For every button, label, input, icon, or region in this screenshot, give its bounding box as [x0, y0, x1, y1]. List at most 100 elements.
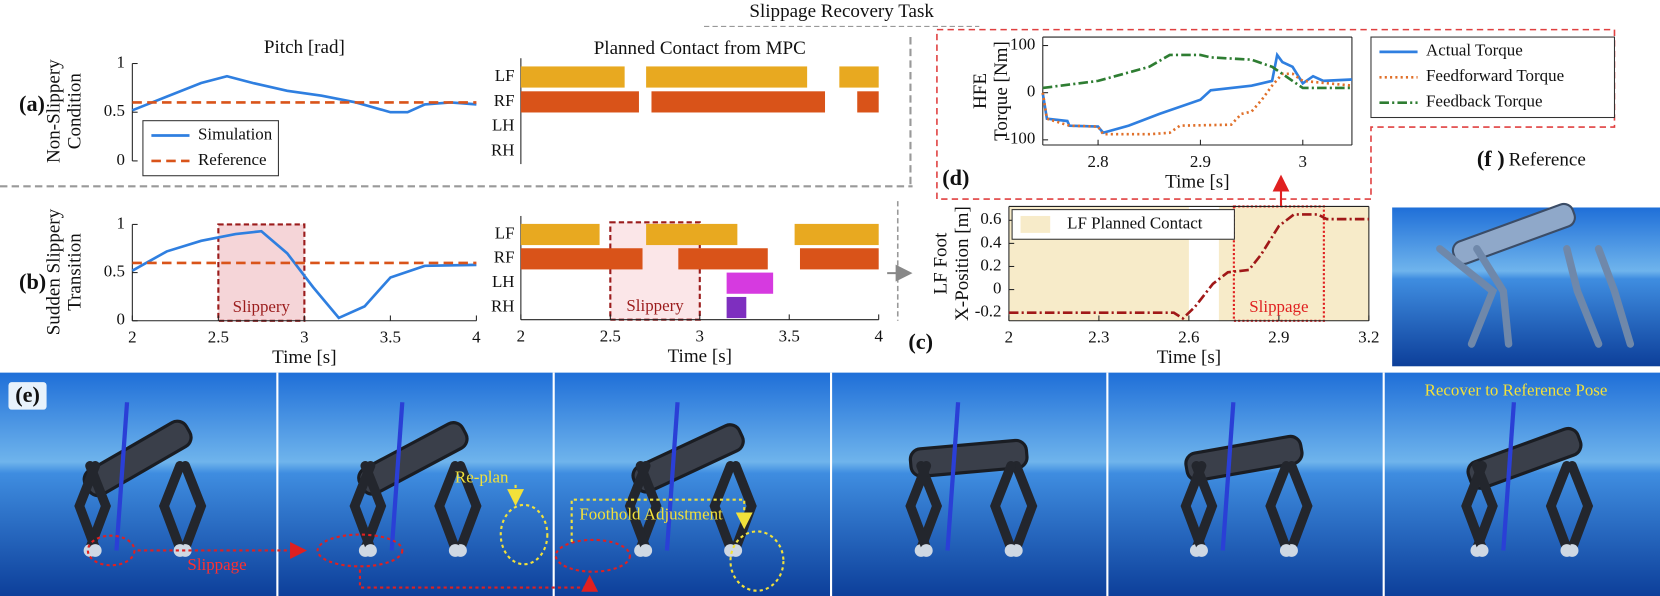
force-arrow	[664, 402, 680, 551]
contact-bar	[839, 66, 879, 88]
contact-bar	[646, 223, 738, 246]
row-label-line: Sudden Slippery	[43, 208, 64, 335]
contact-bar	[520, 223, 600, 246]
robot-leg	[1180, 461, 1207, 554]
annotation: Re-plan	[455, 467, 509, 486]
force-arrow	[1501, 402, 1517, 551]
x-tick-label: 4	[874, 327, 883, 346]
y-tick-label: 0	[993, 278, 1001, 297]
chart-title: Pitch [rad]	[264, 37, 345, 58]
y-axis-title: LF Foot	[931, 232, 952, 295]
x-tick-label: 4	[472, 328, 481, 347]
robot-leg	[1473, 245, 1513, 348]
ellipse	[316, 533, 404, 568]
y-tick-label: -0.2	[975, 302, 1002, 321]
y-tick-label: 1	[116, 213, 124, 232]
row-label: LF	[495, 223, 515, 242]
row-label-line: Non-Slippery	[43, 59, 64, 163]
chart: Time [s] Slippery 0 0.5 1 2 2.5 3 3.5 4	[104, 213, 481, 368]
y-tick-label: 0	[1027, 82, 1035, 101]
robot-foot	[1475, 544, 1489, 557]
contact-bar	[520, 248, 643, 270]
y-tick-label: 0.5	[104, 101, 125, 120]
robot-foot	[88, 544, 102, 557]
robot-leg	[1472, 461, 1498, 554]
x-tick-label: 3	[300, 328, 308, 347]
annotation: Slippage	[187, 555, 246, 574]
y-tick-label: 0.6	[980, 209, 1001, 228]
row-label: RH	[491, 141, 515, 160]
ellipse	[729, 530, 785, 592]
y-tick-label: 100	[1010, 34, 1035, 53]
y-tick-label: 0	[116, 310, 124, 329]
legend-label: Feedforward Torque	[1426, 66, 1564, 85]
chart: Time [s] Slippery 2 2.5 3 3.5 4 LF RF LH RH	[491, 215, 883, 367]
panel-label: (e)	[15, 382, 40, 407]
contact-bar	[726, 296, 747, 319]
row-label: RF	[494, 248, 515, 267]
series-line	[1042, 53, 1352, 90]
robot-leg	[1567, 461, 1594, 554]
y-tick-label: 0.2	[980, 255, 1001, 274]
row-label: LH	[492, 272, 515, 291]
y-tick-label: 0.4	[980, 232, 1002, 251]
y-tick-label: 0.5	[104, 261, 125, 280]
zoom-box	[936, 28, 1616, 200]
panel-label: (c)	[908, 329, 933, 354]
robot-leg	[434, 461, 460, 554]
annotation: Foothold Adjustment	[579, 504, 723, 523]
highlight-label: Slippery	[626, 296, 684, 315]
contact-bar	[726, 272, 774, 294]
series-line	[1041, 51, 1352, 135]
robot-leg	[74, 461, 101, 554]
label-box	[8, 382, 47, 410]
robot-leg	[624, 461, 651, 554]
force-arrow	[1220, 402, 1236, 551]
x-tick-label: 2.5	[600, 327, 621, 346]
x-tick-label: 2.5	[208, 328, 229, 347]
x-axis-title: Time [s]	[668, 346, 732, 367]
x-tick-label: 2	[1005, 328, 1013, 347]
y-tick-label: 0	[116, 150, 124, 169]
robot-leg	[905, 461, 932, 554]
row-label: LH	[492, 116, 515, 135]
panel-label: (f )	[1477, 146, 1505, 171]
robot-foot	[173, 544, 187, 557]
robot-leg	[455, 461, 482, 554]
ellipse	[86, 534, 136, 567]
contact-bar	[651, 91, 826, 113]
chart-title: Planned Contact from MPC	[594, 38, 806, 59]
panel-label: (a)	[19, 91, 45, 116]
force-arrow	[114, 402, 130, 551]
row-label: LF	[495, 66, 515, 85]
series-line	[1041, 72, 1353, 136]
robot-leg	[916, 461, 943, 554]
robot-leg	[1436, 245, 1498, 348]
contact-bar	[520, 66, 625, 88]
chart: Planned Contact from MPC LF RF LH RH	[491, 38, 879, 165]
legend-label: LF Planned Contact	[1067, 213, 1203, 232]
row-label-line: Condition	[65, 73, 86, 150]
robot-foot	[1560, 544, 1574, 557]
robot-leg	[731, 461, 757, 554]
legend-swatch	[1020, 215, 1051, 233]
robot-leg	[1461, 461, 1487, 554]
contact-bar	[857, 91, 879, 113]
robot-leg	[1265, 461, 1292, 554]
robot-leg	[709, 461, 736, 554]
chart: Time [s] HFE Torque [Nm]-100 0 100 2.8 2.9 3 Act…	[970, 34, 1616, 193]
force-arrow	[389, 402, 405, 551]
legend-label: Reference	[198, 150, 267, 169]
legend-box	[142, 120, 279, 177]
robot-foot	[364, 544, 377, 557]
contact-bar	[520, 91, 639, 113]
robot-body	[908, 438, 1029, 478]
x-tick-label: 2	[517, 327, 525, 346]
series-line	[1008, 213, 1369, 321]
legend-label: Feedback Torque	[1426, 92, 1542, 111]
contact-bar	[678, 248, 768, 270]
contact-shade	[1218, 206, 1369, 321]
highlight-label: Slippage	[1249, 297, 1308, 316]
row-label: RF	[494, 91, 515, 110]
robot-foot	[639, 544, 653, 557]
